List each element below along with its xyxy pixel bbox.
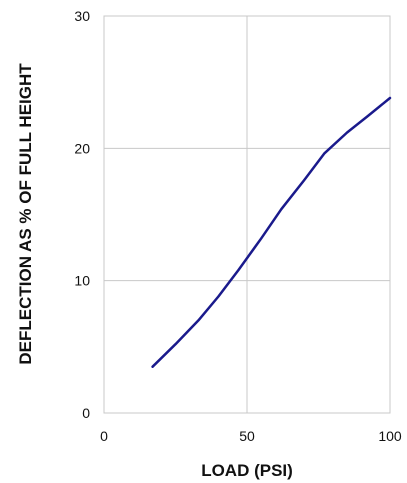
series-line <box>151 96 392 368</box>
y-tick-label: 20 <box>74 140 90 156</box>
data-point <box>323 152 325 154</box>
y-tick-label: 10 <box>74 273 90 289</box>
data-point <box>217 295 219 297</box>
x-tick-label: 0 <box>100 428 108 444</box>
data-point <box>174 343 176 345</box>
y-tick-label: 0 <box>82 405 90 421</box>
grid <box>104 16 390 413</box>
data-point <box>237 269 239 271</box>
data-point <box>389 97 391 99</box>
x-axis-title: LOAD (PSI) <box>201 461 293 480</box>
x-tick-label: 50 <box>239 428 255 444</box>
data-point <box>366 115 368 117</box>
tick-labels: 0 10 20 30 0 50 100 <box>74 8 401 444</box>
y-tick-label: 30 <box>74 8 90 24</box>
series-layer <box>151 96 392 368</box>
data-point <box>197 319 199 321</box>
data-point <box>346 131 348 133</box>
data-point <box>280 208 282 210</box>
data-point <box>303 179 305 181</box>
y-axis-title: DEFLECTION AS % OF FULL HEIGHT <box>16 63 35 365</box>
x-tick-label: 100 <box>378 428 402 444</box>
data-point <box>260 237 262 239</box>
data-point <box>151 366 153 368</box>
